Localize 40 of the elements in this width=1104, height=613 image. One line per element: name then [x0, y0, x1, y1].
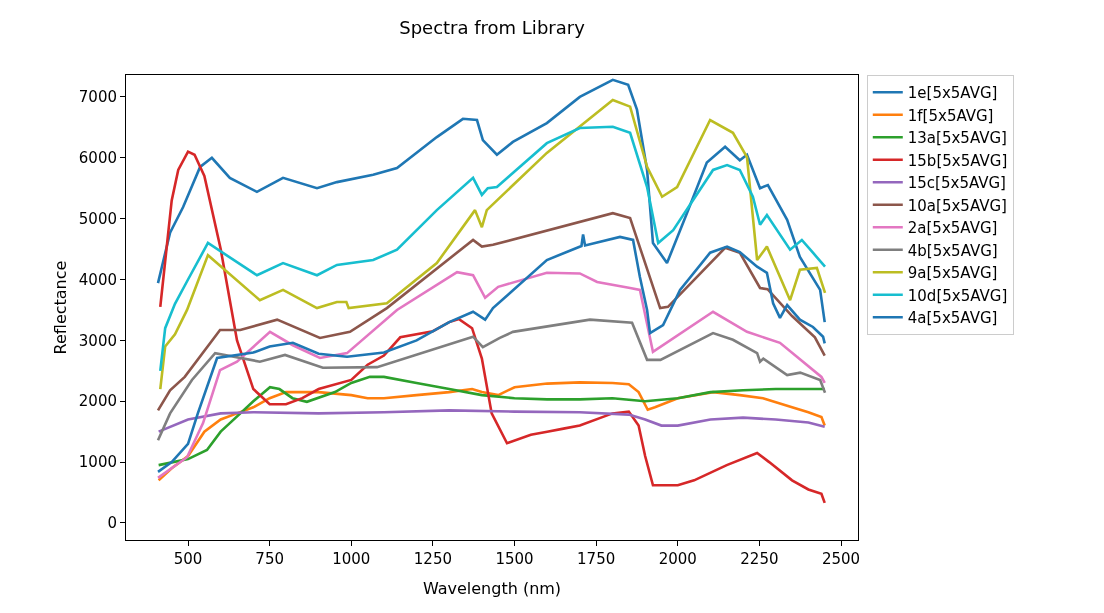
y-tick-label: 6000 — [78, 149, 117, 168]
line-series — [156, 233, 826, 474]
line-series — [157, 409, 826, 433]
legend-label: 4a[5x5AVG] — [907, 309, 998, 328]
chart-title: Spectra from Library — [399, 16, 586, 38]
legend-label: 15b[5x5AVG] — [907, 151, 1008, 170]
x-tick-label: 1000 — [332, 550, 371, 568]
y-tick-label: 3000 — [78, 331, 117, 350]
y-tick-label: 5000 — [78, 209, 117, 228]
x-tick-label: 1250 — [413, 550, 452, 568]
x-tick-label: 1500 — [495, 550, 534, 568]
line-series — [156, 318, 827, 442]
line-series — [158, 125, 827, 373]
line-series — [156, 78, 826, 324]
y-tick-label: 0 — [107, 514, 117, 533]
legend-label: 13a[5x5AVG] — [907, 129, 1007, 148]
x-tick-label: 750 — [255, 550, 284, 568]
x-tick-label: 1750 — [577, 550, 616, 568]
line-series — [156, 211, 826, 412]
y-tick-label: 2000 — [78, 392, 117, 411]
legend-label: 1f[5x5AVG] — [907, 106, 994, 125]
y-axis-title: Reflectance — [50, 260, 70, 355]
legend-label: 1e[5x5AVG] — [907, 84, 998, 103]
legend-label: 10d[5x5AVG] — [907, 286, 1008, 305]
line-series — [158, 150, 826, 505]
legend-label: 2a[5x5AVG] — [907, 219, 998, 238]
x-tick-label: 2000 — [658, 550, 697, 568]
y-tick-label: 1000 — [78, 453, 117, 472]
line-series — [158, 98, 827, 391]
legend-label: 15c[5x5AVG] — [907, 174, 1006, 193]
line-series — [156, 270, 826, 480]
y-tick-label: 4000 — [78, 270, 117, 289]
x-tick-label: 2500 — [821, 550, 861, 568]
x-tick-label: 500 — [173, 550, 203, 568]
legend-label: 9a[5x5AVG] — [907, 264, 998, 283]
y-tick-label: 7000 — [78, 88, 117, 107]
x-axis-title: Wavelength (nm) — [422, 578, 562, 598]
x-tick-label: 2250 — [740, 550, 779, 568]
legend-label: 10a[5x5AVG] — [907, 196, 1007, 215]
legend-label: 4b[5x5AVG] — [907, 241, 998, 260]
